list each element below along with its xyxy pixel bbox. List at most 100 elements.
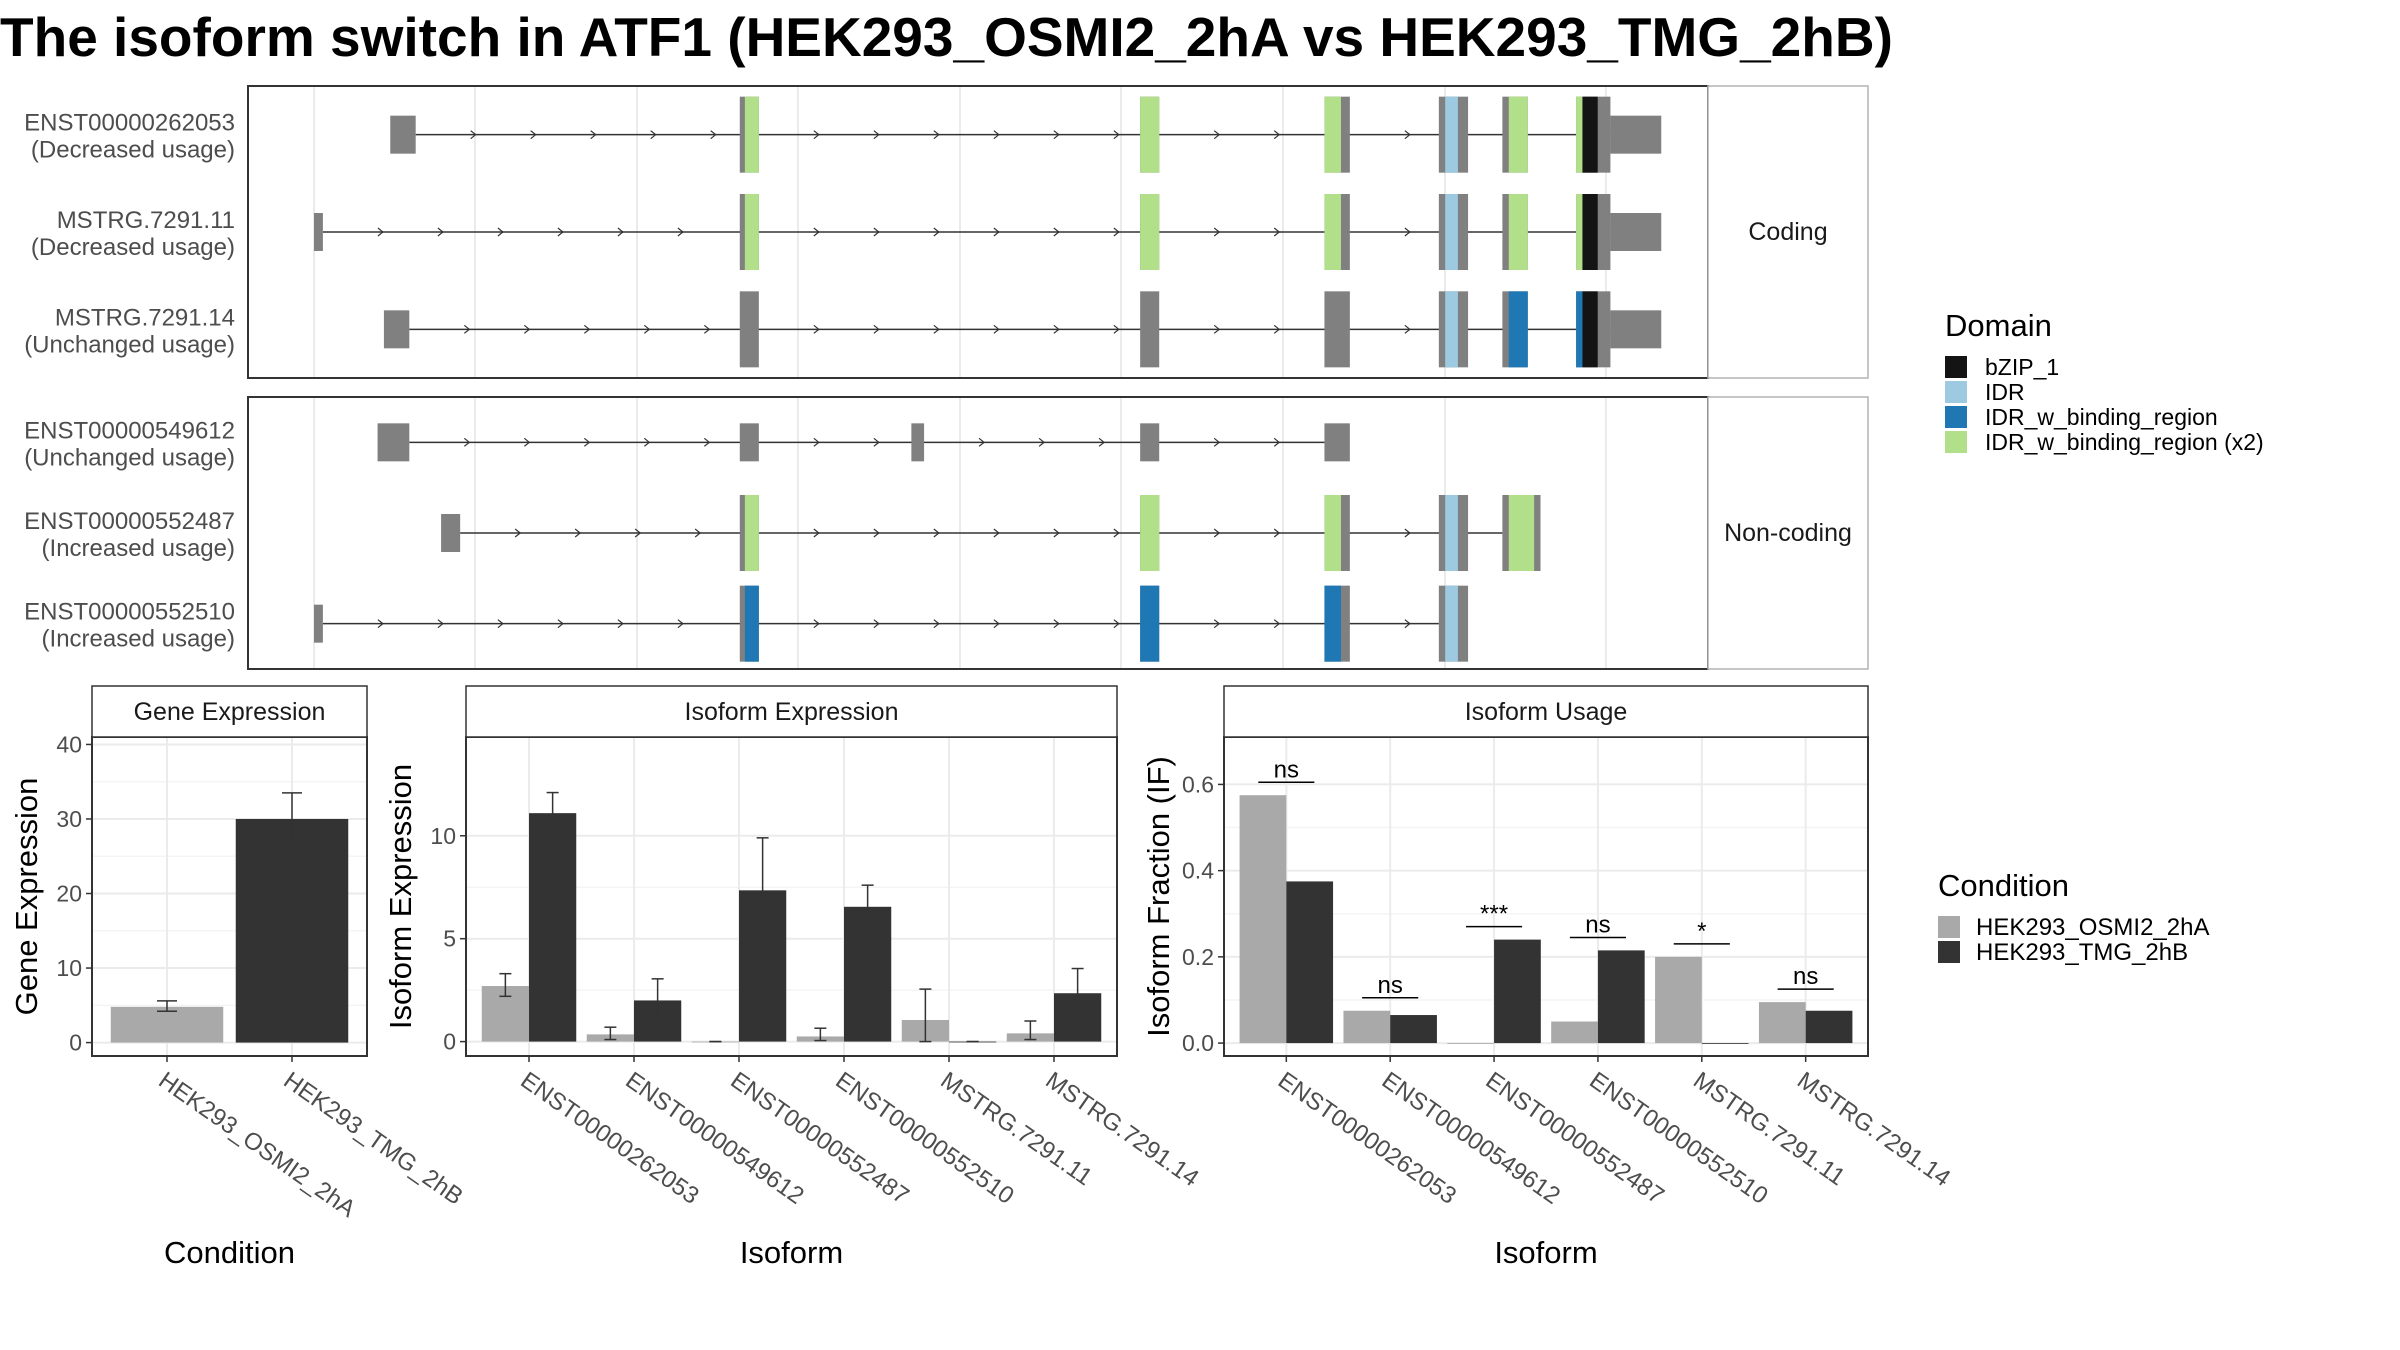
strand-arrow <box>617 619 624 629</box>
isoform-usage-label: (Decreased usage) <box>31 234 235 261</box>
strand-arrow <box>677 619 684 629</box>
bar <box>1447 1043 1495 1044</box>
strand-arrow <box>813 528 820 538</box>
domain-idr-w-binding-region <box>744 585 759 662</box>
bar <box>1758 1002 1806 1044</box>
domain-legend-swatch <box>1945 431 1967 453</box>
bar <box>1805 1010 1853 1044</box>
strand-arrow <box>873 324 880 334</box>
strand-arrow <box>437 619 444 629</box>
domain-idr-w-binding-region-x2 <box>1576 194 1583 270</box>
strand-arrow <box>1404 324 1411 334</box>
bar <box>235 818 349 1043</box>
isoform-id-label: ENST00000552510 <box>24 599 235 626</box>
y-tick-label: 0 <box>443 1029 456 1055</box>
strand-arrow <box>993 619 1000 629</box>
domain-legend-swatch <box>1945 381 1967 403</box>
condition-legend-swatch <box>1938 916 1960 938</box>
strand-arrow <box>933 130 940 140</box>
strand-arrow <box>1404 619 1411 629</box>
exon <box>1324 423 1350 462</box>
domain-idr-w-binding-region-x2 <box>1324 96 1341 173</box>
x-tick-label: ENST00000262053 <box>516 1067 704 1210</box>
significance-label: ns <box>1793 963 1818 990</box>
strand-arrow <box>1213 437 1221 447</box>
strand-arrow <box>813 227 820 237</box>
x-tick-label: ENST00000549612 <box>621 1067 809 1210</box>
domain-idr-w-binding-region-x2 <box>1576 96 1583 173</box>
domain-legend-swatch <box>1945 406 1967 428</box>
strand-arrow <box>377 227 384 237</box>
y-tick-label: 10 <box>56 955 82 981</box>
facet-strip-label: Non-coding <box>1724 519 1852 547</box>
strand-arrow <box>377 619 384 629</box>
strand-arrow <box>557 619 564 629</box>
strand-arrow <box>1113 227 1120 237</box>
domain-idr <box>1445 585 1458 662</box>
exon <box>1324 291 1350 368</box>
domain-idr-w-binding-region-x2 <box>1508 194 1528 270</box>
strand-arrow <box>710 130 717 140</box>
strand-arrow <box>523 437 531 447</box>
y-tick-label: 0.4 <box>1182 858 1214 884</box>
strand-arrow <box>873 227 880 237</box>
strand-arrow <box>873 437 880 447</box>
significance-label: *** <box>1480 901 1508 928</box>
strand-arrow <box>933 528 940 538</box>
bar <box>110 1006 224 1043</box>
strand-arrow <box>1038 437 1046 447</box>
strand-arrow <box>634 528 642 538</box>
domain-bzip-1 <box>1582 194 1598 270</box>
x-tick-label: ENST00000552510 <box>1584 1067 1772 1210</box>
isoform-usage-label: (Unchanged usage) <box>24 331 235 358</box>
strand-arrow <box>993 227 1000 237</box>
strand-arrow <box>1113 324 1120 334</box>
isoform-id-label: ENST00000549612 <box>24 417 235 444</box>
x-tick-label: ENST00000552510 <box>831 1067 1019 1210</box>
domain-idr-w-binding-region-x2 <box>744 96 759 173</box>
domain-legend-label: IDR_w_binding_region (x2) <box>1985 429 2264 455</box>
strand-arrow <box>1273 619 1281 629</box>
strand-arrow <box>514 528 522 538</box>
isoform-id-label: ENST00000552487 <box>24 508 235 535</box>
strand-arrow <box>1213 130 1221 140</box>
strand-arrow <box>530 130 537 140</box>
strand-arrow <box>703 324 711 334</box>
strand-arrow <box>1098 437 1106 447</box>
domain-idr-w-binding-region-x2 <box>1324 194 1341 270</box>
y-tick-label: 0.2 <box>1182 944 1214 970</box>
domain-idr-w-binding-region-x2 <box>744 194 759 270</box>
strand-arrow <box>1053 227 1060 237</box>
bar <box>1597 950 1645 1044</box>
strand-arrow <box>1273 324 1281 334</box>
strand-arrow <box>574 528 582 538</box>
strand-arrow <box>1404 528 1411 538</box>
exon <box>314 213 323 251</box>
strand-arrow <box>650 130 657 140</box>
chart-strip <box>1223 685 1869 738</box>
bar <box>844 906 892 1042</box>
strand-arrow <box>1273 130 1281 140</box>
strand-arrow <box>1273 437 1281 447</box>
condition-legend-label: HEK293_OSMI2_2hA <box>1976 914 2209 941</box>
strand-arrow <box>1213 528 1221 538</box>
x-tick-label: ENST00000262053 <box>1273 1067 1461 1210</box>
domain-idr <box>1445 96 1458 173</box>
y-tick-label: 5 <box>443 926 456 952</box>
domain-legend-label: IDR_w_binding_region <box>1985 404 2218 430</box>
isoform-id-label: MSTRG.7291.14 <box>55 304 235 331</box>
domain-idr-w-binding-region <box>1324 585 1341 662</box>
exon <box>1140 423 1160 462</box>
domain-idr-w-binding-region-x2 <box>1508 96 1528 173</box>
strand-arrow <box>813 437 820 447</box>
strand-arrow <box>1113 528 1120 538</box>
strand-arrow <box>677 227 684 237</box>
y-tick-label: 20 <box>56 881 82 907</box>
strand-arrow <box>813 324 820 334</box>
strand-arrow <box>1404 227 1411 237</box>
exon <box>1610 115 1662 154</box>
strand-arrow <box>993 528 1000 538</box>
domain-legend: Domain bZIP_1IDRIDR_w_binding_regionIDR_w… <box>1945 308 2264 455</box>
domain-idr <box>1445 495 1458 571</box>
